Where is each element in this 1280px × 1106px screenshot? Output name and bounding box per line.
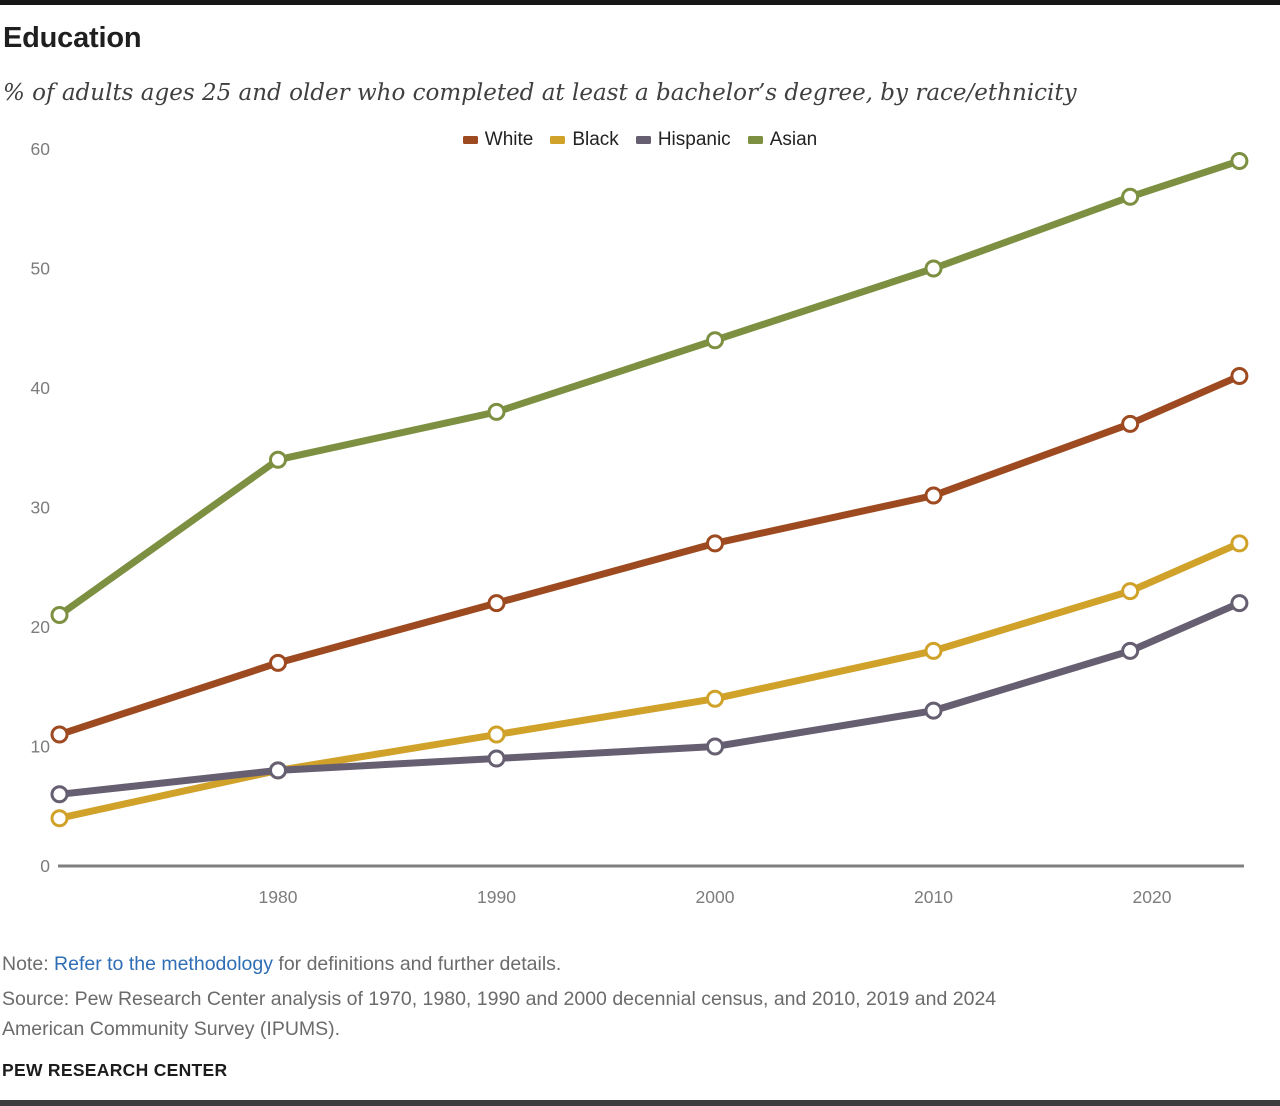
chart-point-white-2024 [1230, 367, 1249, 386]
legend-swatch-black [550, 136, 566, 144]
y-tick-label-0: 0 [40, 856, 50, 876]
legend-swatch-white [462, 136, 478, 144]
legend-item-white: White [462, 129, 534, 151]
y-tick-label-30: 30 [31, 498, 51, 518]
legend-swatch-asian [747, 136, 763, 144]
y-tick-label-60: 60 [31, 139, 51, 159]
legend-label-white: White [484, 129, 534, 150]
x-tick-label-2010: 2010 [914, 887, 953, 907]
top-border-bar [0, 0, 1280, 5]
legend-item-black: Black [550, 129, 619, 151]
source-text: Source: Pew Research Center analysis of … [2, 984, 996, 1044]
chart-point-hispanic-2019 [1121, 641, 1140, 660]
pew-research-center-wordmark: PEW RESEARCH CENTER [2, 1060, 228, 1080]
note-prefix: Note: [2, 953, 55, 975]
chart-point-black-2024 [1230, 534, 1249, 553]
chart-subtitle: % of adults ages 25 and older who comple… [3, 80, 1077, 106]
chart-point-black-2019 [1121, 582, 1140, 601]
chart-point-asian-1980 [269, 450, 287, 469]
chart-point-asian-2024 [1230, 151, 1249, 170]
source-line-1: Source: Pew Research Center analysis of … [2, 988, 997, 1010]
source-line-2: American Community Survey (IPUMS). [2, 1018, 341, 1040]
chart-point-asian-1970 [50, 606, 69, 625]
methodology-link[interactable]: Refer to the methodology [54, 953, 273, 975]
note-suffix: for definitions and further details. [273, 953, 562, 975]
chart-legend: White Black Hispanic Asian [0, 129, 1280, 151]
chart-line-white [56, 372, 1243, 739]
legend-label-asian: Asian [769, 129, 818, 150]
chart-point-black-1970 [50, 809, 69, 828]
note-text: Note: Refer to the methodology for defin… [2, 953, 561, 976]
chart-point-hispanic-1980 [269, 761, 287, 780]
x-tick-label-1980: 1980 [259, 887, 298, 907]
legend-swatch-hispanic [635, 136, 651, 144]
page-title: Education [3, 22, 142, 54]
chart-point-asian-2000 [706, 331, 724, 350]
chart-point-hispanic-2024 [1230, 594, 1249, 613]
y-tick-label-50: 50 [31, 259, 51, 279]
chart-point-white-1990 [487, 594, 506, 613]
chart-point-asian-2019 [1121, 187, 1140, 206]
chart-point-black-2000 [706, 689, 724, 708]
chart-point-asian-1990 [487, 402, 506, 421]
x-tick-label-2000: 2000 [696, 887, 735, 907]
chart-point-white-2010 [924, 486, 943, 505]
chart-point-hispanic-1970 [50, 785, 69, 804]
chart-point-white-2019 [1121, 414, 1140, 433]
y-tick-label-40: 40 [31, 378, 51, 398]
chart-point-white-1970 [50, 725, 69, 744]
legend-item-asian: Asian [747, 129, 818, 151]
chart-point-hispanic-2010 [924, 701, 943, 720]
chart-line-hispanic [56, 599, 1243, 798]
chart-point-white-2000 [706, 534, 724, 553]
x-tick-label-2020: 2020 [1133, 887, 1172, 907]
chart-point-black-2010 [924, 641, 943, 660]
legend-item-hispanic: Hispanic [635, 129, 731, 151]
chart-point-hispanic-1990 [487, 749, 506, 768]
legend-label-hispanic: Hispanic [657, 129, 731, 150]
chart-point-white-1980 [269, 653, 287, 672]
line-chart: 0 10 20 30 40 50 60 1980 1990 2000 2010 2020 [31, 139, 1249, 907]
x-tick-label-1990: 1990 [477, 887, 516, 907]
chart-point-asian-2010 [924, 259, 943, 278]
y-tick-label-20: 20 [31, 617, 51, 637]
chart-point-black-1990 [487, 725, 506, 744]
chart-point-hispanic-2000 [706, 737, 724, 756]
bottom-border-bar [0, 1100, 1280, 1106]
y-tick-label-10: 10 [31, 737, 51, 757]
chart-line-asian [56, 157, 1243, 619]
legend-label-black: Black [572, 129, 619, 150]
